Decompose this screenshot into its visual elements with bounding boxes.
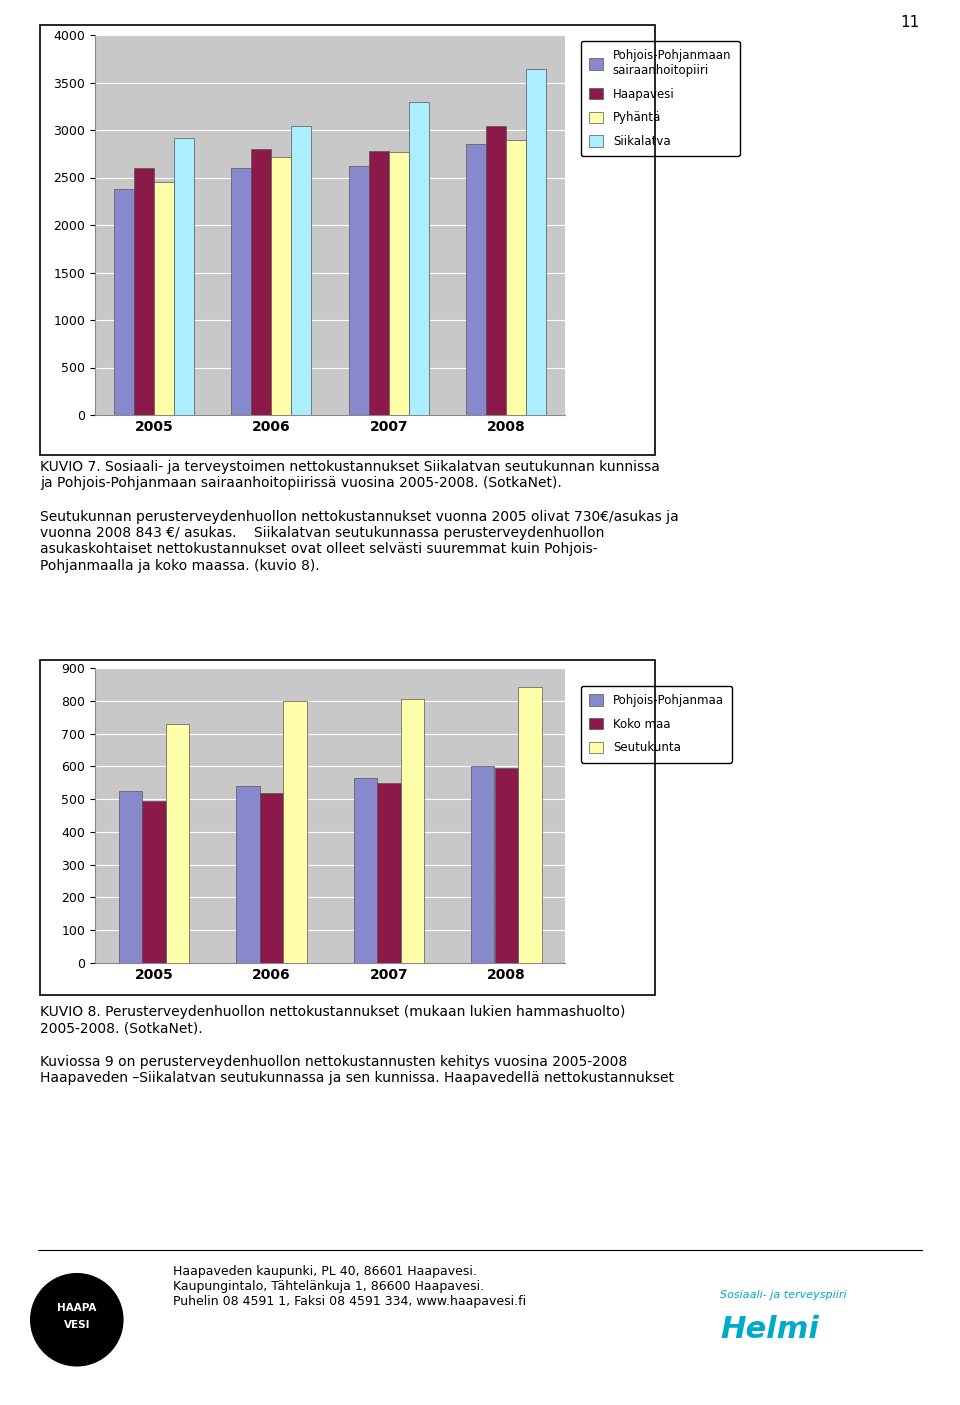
Bar [369,150,389,414]
Bar [506,139,526,414]
Bar [467,145,487,414]
Text: Haapaveden kaupunki, PL 40, 86601 Haapavesi.
Kaupungintalo, Tähtelänkuja 1, 8660: Haapaveden kaupunki, PL 40, 86601 Haapav… [173,1264,526,1308]
Bar [174,138,194,414]
Bar [272,156,291,414]
Text: KUVIO 8. Perusterveydenhuollon nettokustannukset (mukaan lukien hammashuolto)
20: KUVIO 8. Perusterveydenhuollon nettokust… [40,1005,626,1035]
Bar [114,188,133,414]
Bar [389,152,409,414]
Text: KUVIO 7. Sosiaali- ja terveystoimen nettokustannukset Siikalatvan seutukunnan ku: KUVIO 7. Sosiaali- ja terveystoimen nett… [40,459,660,490]
Bar [118,791,142,962]
Bar [471,766,494,962]
Bar [142,801,165,962]
Bar [518,687,541,962]
Bar [165,724,189,962]
Bar [400,700,424,962]
Bar [487,126,506,414]
Circle shape [31,1274,123,1366]
Legend: Pohjois-Pohjanmaan
sairaanhoitopiiri, Haapavesi, Pyhäntä, Siikalatva: Pohjois-Pohjanmaan sairaanhoitopiiri, Ha… [581,41,739,156]
Bar [259,792,283,962]
Text: Helmi: Helmi [720,1315,819,1345]
Bar [377,783,400,962]
Bar [236,785,259,962]
Bar [231,169,252,414]
Text: Seutukunnan perusterveydenhuollon nettokustannukset vuonna 2005 olivat 730€/asuk: Seutukunnan perusterveydenhuollon nettok… [40,510,679,573]
Bar [133,169,154,414]
Bar [291,126,311,414]
Bar [283,701,306,962]
Bar [353,778,377,962]
Bar [526,69,546,414]
Text: HAAPA: HAAPA [57,1304,97,1314]
Bar [409,101,429,414]
Bar [252,149,272,414]
Text: Kuviossa 9 on perusterveydenhuollon nettokustannusten kehitys vuosina 2005-2008
: Kuviossa 9 on perusterveydenhuollon nett… [40,1055,674,1085]
Legend: Pohjois-Pohjanmaa, Koko maa, Seutukunta: Pohjois-Pohjanmaa, Koko maa, Seutukunta [581,686,732,763]
Text: VESI: VESI [63,1319,90,1329]
Bar [348,166,369,414]
Text: Sosiaali- ja terveyspiiri: Sosiaali- ja terveyspiiri [720,1290,847,1300]
Text: 11: 11 [900,15,920,30]
Bar [494,769,518,962]
Bar [154,183,174,414]
